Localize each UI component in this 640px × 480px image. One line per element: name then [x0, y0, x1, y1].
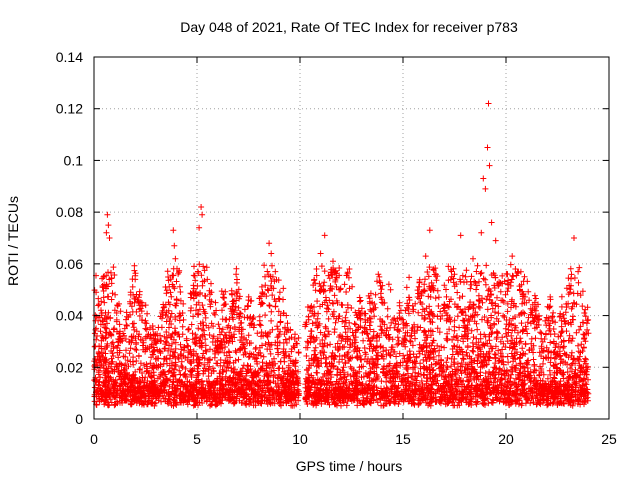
x-tick-label: 5	[193, 431, 201, 447]
y-axis-label: ROTI / TECUs	[5, 196, 21, 286]
x-tick-label: 20	[498, 431, 514, 447]
y-tick-label: 0.04	[56, 308, 83, 324]
grid-lines	[94, 57, 609, 419]
x-tick-label: 10	[292, 431, 308, 447]
y-tick-label: 0.1	[64, 152, 84, 168]
data-points	[91, 100, 592, 409]
x-axis-label: GPS time / hours	[296, 458, 403, 474]
x-tick-label: 0	[90, 431, 98, 447]
roti-series-markers	[91, 100, 592, 409]
chart-title: Day 048 of 2021, Rate Of TEC Index for r…	[180, 19, 518, 35]
axis-ticks: 0 5 10 15 20 25 0 0.02 0.04 0.06 0.08 0.1 0.12 0.14	[56, 49, 617, 447]
plot-frame	[93, 56, 610, 420]
y-tick-label: 0.06	[56, 256, 83, 272]
x-tick-label: 25	[601, 431, 617, 447]
y-tick-label: 0.08	[56, 204, 83, 220]
x-tick-label: 15	[395, 431, 411, 447]
y-tick-label: 0.12	[56, 101, 83, 117]
y-tick-label: 0	[75, 411, 83, 427]
y-tick-label: 0.14	[56, 49, 83, 65]
y-tick-label: 0.02	[56, 359, 83, 375]
